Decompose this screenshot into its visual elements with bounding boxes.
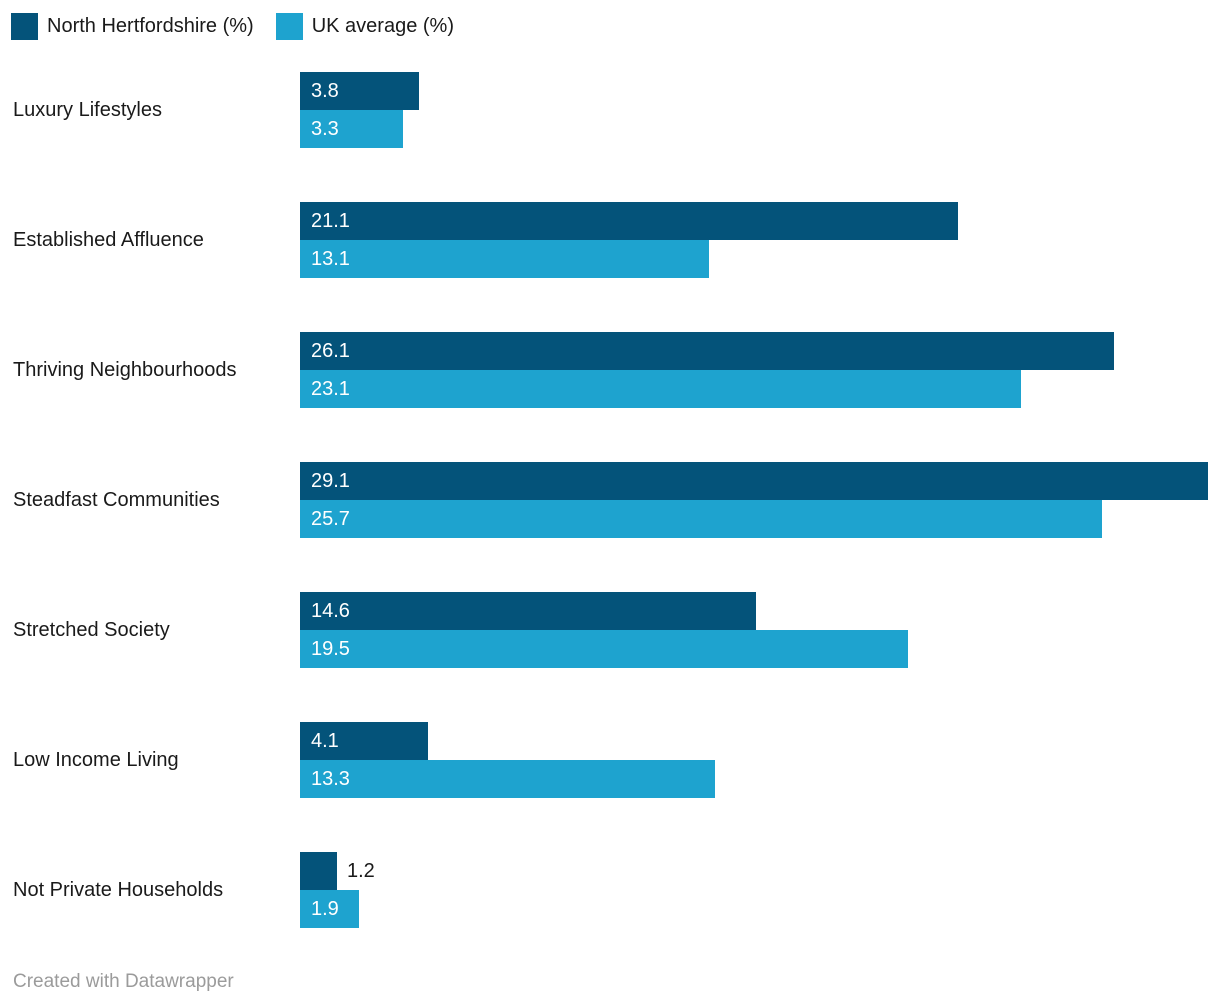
- bar-value-label: 14.6: [311, 600, 350, 622]
- bar-north-hertfordshire: 29.1: [300, 462, 1208, 500]
- bar-value-label: 13.1: [311, 248, 350, 270]
- datawrapper-credit-link[interactable]: Created with Datawrapper: [13, 971, 234, 992]
- chart-row: Thriving Neighbourhoods 26.1 23.1: [0, 332, 1220, 408]
- category-label: Stretched Society: [13, 618, 170, 641]
- bar-value-label: 29.1: [311, 470, 350, 492]
- bar-value-label: 25.7: [311, 508, 350, 530]
- legend-label-north-hertfordshire: North Hertfordshire (%): [47, 15, 254, 37]
- bar-value-label: 19.5: [311, 638, 350, 660]
- chart-row: Luxury Lifestyles 3.8 3.3: [0, 72, 1220, 148]
- bar-north-hertfordshire: 4.1: [300, 722, 428, 760]
- bar-north-hertfordshire: 14.6: [300, 592, 756, 630]
- bar-uk-average: 13.3: [300, 760, 715, 798]
- chart-row: Established Affluence 21.1 13.1: [0, 202, 1220, 278]
- legend-swatch-north-hertfordshire-icon: [11, 13, 38, 40]
- bar-north-hertfordshire: 26.1: [300, 332, 1114, 370]
- chart-row: Stretched Society 14.6 19.5: [0, 592, 1220, 668]
- bar-value-label: 3.8: [311, 80, 339, 102]
- category-label: Established Affluence: [13, 228, 204, 251]
- category-label: Steadfast Communities: [13, 488, 220, 511]
- bar-value-label: 1.2: [347, 860, 375, 882]
- bar-value-label: 3.3: [311, 118, 339, 140]
- bar-value-label: 26.1: [311, 340, 350, 362]
- bar-value-label: 4.1: [311, 730, 339, 752]
- legend-swatch-uk-average-icon: [275, 13, 303, 40]
- bar-uk-average: 1.9: [300, 890, 359, 928]
- category-label: Luxury Lifestyles: [13, 98, 162, 121]
- bar-uk-average: 25.7: [300, 500, 1102, 538]
- bar-north-hertfordshire: [300, 852, 337, 890]
- bar-value-label: 13.3: [311, 768, 350, 790]
- bar-value-label: 23.1: [311, 378, 350, 400]
- legend-label-uk-average: UK average (%): [311, 15, 454, 37]
- category-label: Not Private Households: [13, 878, 224, 901]
- bar-north-hertfordshire: 3.8: [300, 72, 419, 110]
- bar-north-hertfordshire: 21.1: [300, 202, 958, 240]
- chart-row: Steadfast Communities 29.1 25.7: [0, 462, 1220, 538]
- legend-item-uk-average: UK average (%): [275, 13, 454, 40]
- bar-uk-average: 13.1: [300, 240, 709, 278]
- category-label: Low Income Living: [13, 748, 179, 771]
- bar-value-label: 1.9: [311, 898, 339, 920]
- chart-row: Low Income Living 4.1 13.3: [0, 722, 1220, 798]
- chart-row: Not Private Households 1.2 1.9: [0, 852, 1220, 928]
- bar-uk-average: 23.1: [300, 370, 1021, 408]
- bar-value-label: 21.1: [311, 210, 350, 232]
- bar-uk-average: 3.3: [300, 110, 403, 148]
- category-label: Thriving Neighbourhoods: [13, 358, 237, 381]
- legend-item-north-hertfordshire: North Hertfordshire (%): [11, 13, 254, 40]
- bar-uk-average: 19.5: [300, 630, 908, 668]
- chart-legend: North Hertfordshire (%) UK average (%): [11, 13, 454, 40]
